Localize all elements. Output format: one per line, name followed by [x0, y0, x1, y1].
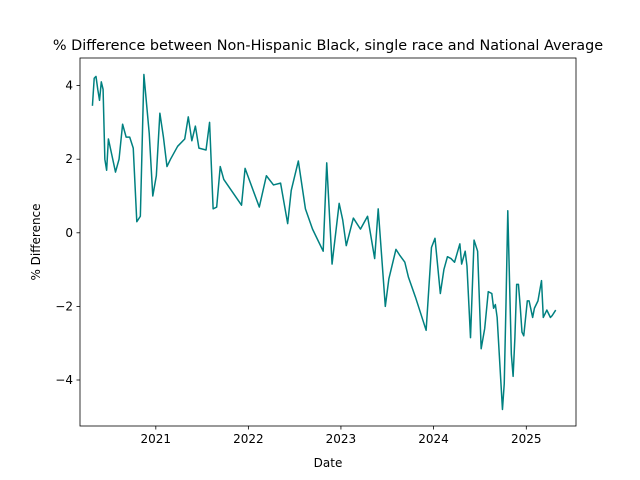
y-tick-label-1: −2 [55, 299, 73, 313]
x-tick-label-3: 2024 [418, 432, 449, 446]
y-tick-label-2: 0 [65, 226, 73, 240]
y-axis: −4 −2 0 2 4 [55, 79, 80, 387]
x-tick-label-4: 2025 [511, 432, 542, 446]
y-axis-label: % Difference [29, 203, 43, 280]
chart-title: % Difference between Non-Hispanic Black,… [53, 38, 603, 54]
series-layer [91, 73, 557, 411]
plot-frame [79, 57, 577, 427]
x-tick-label-0: 2021 [141, 432, 172, 446]
x-tick-label-2: 2023 [326, 432, 357, 446]
y-tick-label-0: −4 [55, 373, 73, 387]
x-axis: 2021 2022 2023 2024 2025 [141, 426, 542, 446]
plot-area [80, 58, 576, 426]
y-tick-label-4: 4 [65, 79, 73, 93]
series-line-0 [91, 73, 557, 411]
y-tick-label-3: 2 [65, 152, 73, 166]
x-tick-label-1: 2022 [233, 432, 264, 446]
x-axis-label: Date [314, 456, 343, 470]
